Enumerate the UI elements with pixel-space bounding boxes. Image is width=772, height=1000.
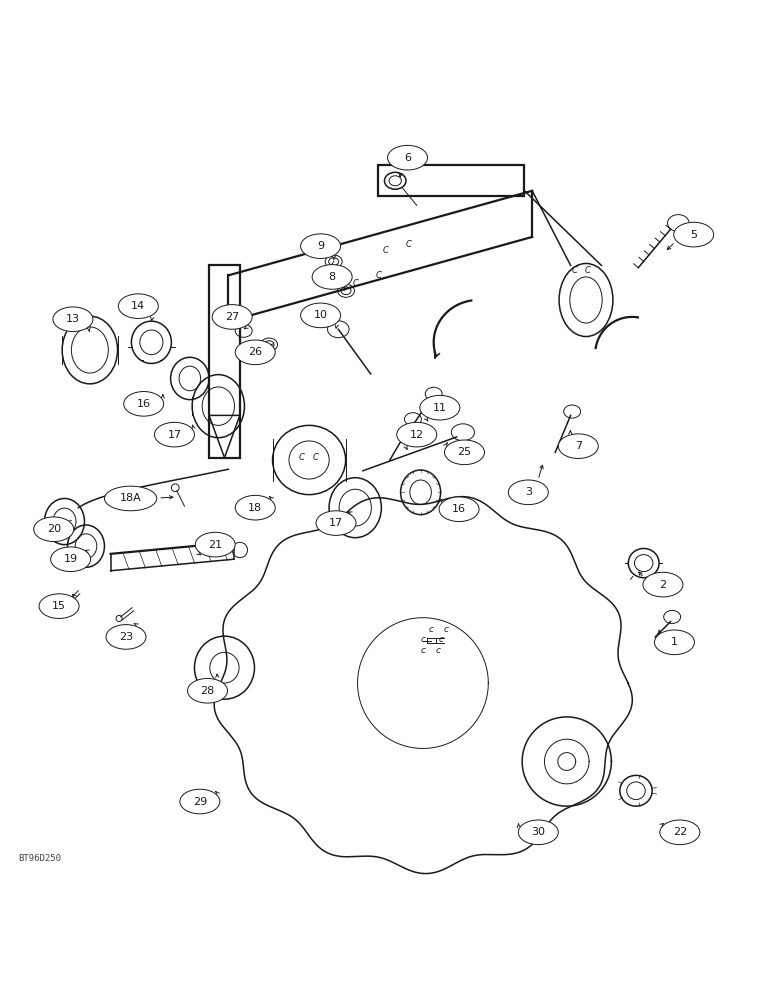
Text: c: c [439, 635, 444, 644]
Text: 23: 23 [119, 632, 133, 642]
Ellipse shape [518, 820, 558, 845]
Text: 15: 15 [52, 601, 66, 611]
Ellipse shape [188, 678, 228, 703]
Ellipse shape [104, 486, 157, 511]
Text: 11: 11 [433, 403, 447, 413]
Ellipse shape [300, 234, 340, 258]
Ellipse shape [180, 789, 220, 814]
Text: c: c [428, 625, 433, 634]
Ellipse shape [508, 480, 548, 505]
Text: 17: 17 [329, 518, 343, 528]
Text: 18: 18 [248, 503, 262, 513]
Text: C: C [299, 453, 304, 462]
Ellipse shape [106, 625, 146, 649]
Text: 16: 16 [137, 399, 151, 409]
Text: 2: 2 [659, 580, 666, 590]
Text: 17: 17 [168, 430, 181, 440]
Ellipse shape [643, 572, 683, 597]
Text: 10: 10 [313, 310, 327, 320]
Text: C: C [375, 271, 381, 280]
Ellipse shape [195, 532, 235, 557]
Ellipse shape [439, 497, 479, 522]
Text: c: c [436, 646, 441, 655]
Text: C: C [352, 279, 358, 288]
Text: c: c [443, 625, 449, 634]
Text: 27: 27 [225, 312, 239, 322]
Text: 26: 26 [248, 347, 262, 357]
Ellipse shape [660, 820, 700, 845]
Text: 8: 8 [329, 272, 336, 282]
Ellipse shape [674, 222, 713, 247]
Ellipse shape [316, 511, 356, 535]
Ellipse shape [397, 422, 437, 447]
Ellipse shape [312, 265, 352, 289]
Text: C: C [584, 266, 591, 275]
Ellipse shape [154, 422, 195, 447]
Text: 16: 16 [452, 504, 466, 514]
Ellipse shape [118, 294, 158, 318]
Text: C: C [383, 246, 389, 255]
Ellipse shape [445, 440, 485, 465]
Text: 18A: 18A [120, 493, 141, 503]
Text: BT96D250: BT96D250 [19, 854, 61, 863]
Text: 7: 7 [574, 441, 582, 451]
Text: 6: 6 [404, 153, 411, 163]
Text: 28: 28 [201, 686, 215, 696]
Ellipse shape [558, 434, 598, 458]
Ellipse shape [51, 547, 90, 572]
Ellipse shape [212, 305, 252, 329]
Ellipse shape [388, 145, 428, 170]
Text: 20: 20 [46, 524, 61, 534]
Ellipse shape [655, 630, 695, 655]
Text: 13: 13 [66, 314, 80, 324]
Ellipse shape [39, 594, 79, 618]
Text: 3: 3 [525, 487, 532, 497]
Ellipse shape [124, 392, 164, 416]
Ellipse shape [34, 517, 73, 542]
Ellipse shape [300, 303, 340, 328]
Text: C: C [313, 453, 318, 462]
Ellipse shape [235, 340, 276, 365]
Text: 30: 30 [531, 827, 545, 837]
Text: 14: 14 [131, 301, 145, 311]
Text: C: C [571, 266, 577, 275]
Text: 5: 5 [690, 230, 697, 240]
Ellipse shape [235, 495, 276, 520]
Ellipse shape [53, 307, 93, 332]
Text: c: c [421, 646, 425, 655]
Text: C: C [406, 240, 412, 249]
Text: 1: 1 [671, 637, 678, 647]
Text: 25: 25 [457, 447, 472, 457]
Ellipse shape [420, 395, 460, 420]
Text: 22: 22 [672, 827, 687, 837]
Text: 19: 19 [63, 554, 78, 564]
Text: c: c [421, 635, 425, 644]
Text: 29: 29 [193, 797, 207, 807]
Text: 21: 21 [208, 540, 222, 550]
Text: 12: 12 [410, 430, 424, 440]
Text: 9: 9 [317, 241, 324, 251]
